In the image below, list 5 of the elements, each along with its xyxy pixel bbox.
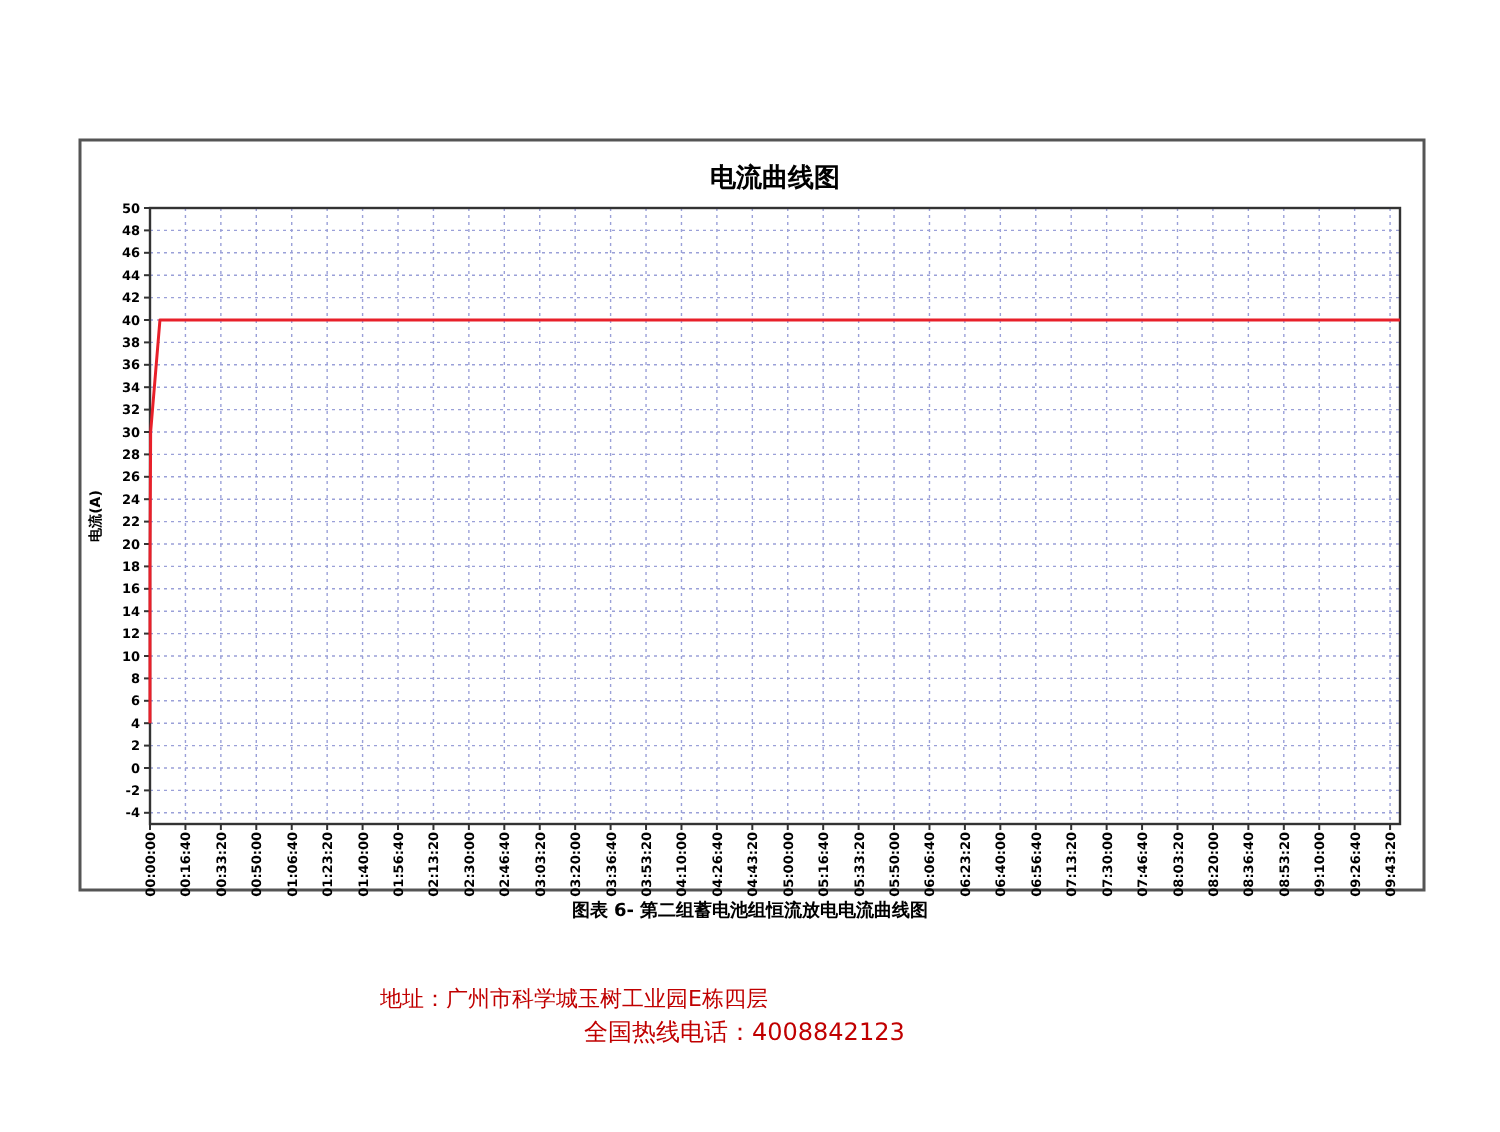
text: 全国热线电话：4008842123	[584, 1018, 905, 1046]
chart-title: 电流曲线图	[710, 162, 840, 194]
line-series	[148, 318, 1402, 725]
text: 图表 6- 第二组蓄电池组恒流放电电流曲线图	[571, 900, 929, 922]
text: 地址：广州市科学城玉树工业园E栋四层	[378, 986, 768, 1012]
